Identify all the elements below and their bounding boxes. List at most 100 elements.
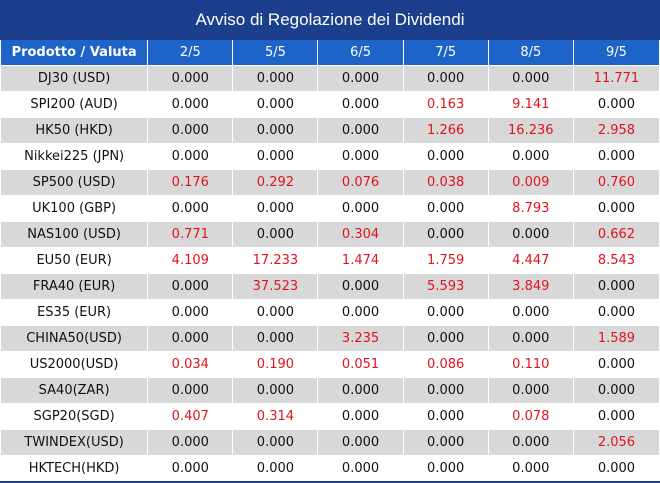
value-cell: 0.000 xyxy=(148,299,234,325)
value-cell: 1.474 xyxy=(318,247,404,273)
value-cell: 0.000 xyxy=(318,65,404,91)
value-cell: 8.543 xyxy=(573,247,659,273)
column-header-date: 7/5 xyxy=(403,40,489,65)
value-cell: 0.000 xyxy=(233,117,319,143)
value-cell: 0.000 xyxy=(233,65,319,91)
value-cell: 0.000 xyxy=(148,429,234,455)
table-row: Nikkei225 (JPN) 0.000 0.000 0.000 0.000 0.000… xyxy=(1,143,659,169)
value-cell: 0.000 xyxy=(403,299,489,325)
value-cell: 8.793 xyxy=(488,195,574,221)
value-cell: 0.000 xyxy=(318,91,404,117)
table-row: EU50 (EUR) 4.109 17.233 1.474 1.759 4.447 8.54… xyxy=(1,247,659,273)
product-cell: CHINA50(USD) xyxy=(1,325,149,351)
value-cell: 0.000 xyxy=(403,221,489,247)
value-cell: 0.000 xyxy=(403,195,489,221)
product-cell: NAS100 (USD) xyxy=(1,221,149,247)
product-cell: TWINDEX(USD) xyxy=(1,429,149,455)
value-cell: 0.000 xyxy=(318,403,404,429)
value-cell: 0.000 xyxy=(318,143,404,169)
value-cell: 0.000 xyxy=(488,429,574,455)
value-cell: 0.000 xyxy=(233,195,319,221)
value-cell: 0.000 xyxy=(488,455,574,481)
column-header-date: 2/5 xyxy=(148,40,234,65)
value-cell: 0.000 xyxy=(233,143,319,169)
value-cell: 0.000 xyxy=(573,91,659,117)
table-row: CHINA50(USD) 0.000 0.000 3.235 0.000 0.000 1.5… xyxy=(1,325,659,351)
product-cell: UK100 (GBP) xyxy=(1,195,149,221)
value-cell: 1.589 xyxy=(573,325,659,351)
value-cell: 0.000 xyxy=(573,377,659,403)
value-cell: 0.292 xyxy=(233,169,319,195)
value-cell: 0.038 xyxy=(403,169,489,195)
value-cell: 4.109 xyxy=(148,247,234,273)
value-cell: 0.000 xyxy=(318,429,404,455)
value-cell: 0.000 xyxy=(403,455,489,481)
table-row: SGP20(SGD) 0.407 0.314 0.000 0.000 0.078 0.000 xyxy=(1,403,659,429)
value-cell: 0.000 xyxy=(488,65,574,91)
value-cell: 0.000 xyxy=(573,195,659,221)
page-title: Avviso di Regolazione dei Dividendi xyxy=(0,0,660,40)
product-cell: ES35 (EUR) xyxy=(1,299,149,325)
value-cell: 0.000 xyxy=(488,377,574,403)
value-cell: 2.056 xyxy=(573,429,659,455)
value-cell: 0.000 xyxy=(148,325,234,351)
value-cell: 0.078 xyxy=(488,403,574,429)
table-row: SA40(ZAR) 0.000 0.000 0.000 0.000 0.000 0.000 xyxy=(1,377,659,403)
value-cell: 2.958 xyxy=(573,117,659,143)
value-cell: 0.000 xyxy=(403,143,489,169)
value-cell: 0.000 xyxy=(233,429,319,455)
value-cell: 0.771 xyxy=(148,221,234,247)
value-cell: 37.523 xyxy=(233,273,319,299)
table-row: TWINDEX(USD) 0.000 0.000 0.000 0.000 0.000 2.0… xyxy=(1,429,659,455)
value-cell: 0.000 xyxy=(403,325,489,351)
value-cell: 0.176 xyxy=(148,169,234,195)
value-cell: 0.000 xyxy=(488,299,574,325)
table-body: DJ30 (USD) 0.000 0.000 0.000 0.000 0.000 11.77… xyxy=(1,65,659,481)
table-row: FRA40 (EUR) 0.000 37.523 0.000 5.593 3.849 0.0… xyxy=(1,273,659,299)
value-cell: 0.000 xyxy=(148,455,234,481)
value-cell: 3.235 xyxy=(318,325,404,351)
value-cell: 1.266 xyxy=(403,117,489,143)
table-row: ES35 (EUR) 0.000 0.000 0.000 0.000 0.000 0.000 xyxy=(1,299,659,325)
value-cell: 0.000 xyxy=(488,221,574,247)
value-cell: 0.000 xyxy=(233,91,319,117)
value-cell: 0.760 xyxy=(573,169,659,195)
value-cell: 0.000 xyxy=(573,143,659,169)
value-cell: 0.051 xyxy=(318,351,404,377)
value-cell: 0.000 xyxy=(318,273,404,299)
value-cell: 1.759 xyxy=(403,247,489,273)
value-cell: 0.009 xyxy=(488,169,574,195)
value-cell: 0.304 xyxy=(318,221,404,247)
value-cell: 0.407 xyxy=(148,403,234,429)
bottom-divider xyxy=(0,481,660,483)
product-cell: HK50 (HKD) xyxy=(1,117,149,143)
value-cell: 0.000 xyxy=(573,455,659,481)
value-cell: 0.000 xyxy=(148,143,234,169)
value-cell: 0.000 xyxy=(573,273,659,299)
value-cell: 0.000 xyxy=(573,299,659,325)
value-cell: 0.314 xyxy=(233,403,319,429)
product-cell: Nikkei225 (JPN) xyxy=(1,143,149,169)
value-cell: 0.076 xyxy=(318,169,404,195)
value-cell: 0.110 xyxy=(488,351,574,377)
value-cell: 0.000 xyxy=(233,325,319,351)
table-row: UK100 (GBP) 0.000 0.000 0.000 0.000 8.793 0.00… xyxy=(1,195,659,221)
value-cell: 0.000 xyxy=(318,455,404,481)
value-cell: 0.000 xyxy=(148,273,234,299)
value-cell: 0.000 xyxy=(403,429,489,455)
product-cell: HKTECH(HKD) xyxy=(1,455,149,481)
product-cell: SP500 (USD) xyxy=(1,169,149,195)
value-cell: 0.000 xyxy=(148,65,234,91)
product-cell: SPI200 (AUD) xyxy=(1,91,149,117)
column-header-date: 9/5 xyxy=(573,40,659,65)
product-cell: SGP20(SGD) xyxy=(1,403,149,429)
value-cell: 0.034 xyxy=(148,351,234,377)
value-cell: 0.000 xyxy=(318,299,404,325)
column-header-date: 8/5 xyxy=(488,40,574,65)
value-cell: 0.000 xyxy=(148,117,234,143)
value-cell: 5.593 xyxy=(403,273,489,299)
value-cell: 0.086 xyxy=(403,351,489,377)
value-cell: 0.000 xyxy=(233,299,319,325)
table-row: HK50 (HKD) 0.000 0.000 0.000 1.266 16.236 2.95… xyxy=(1,117,659,143)
